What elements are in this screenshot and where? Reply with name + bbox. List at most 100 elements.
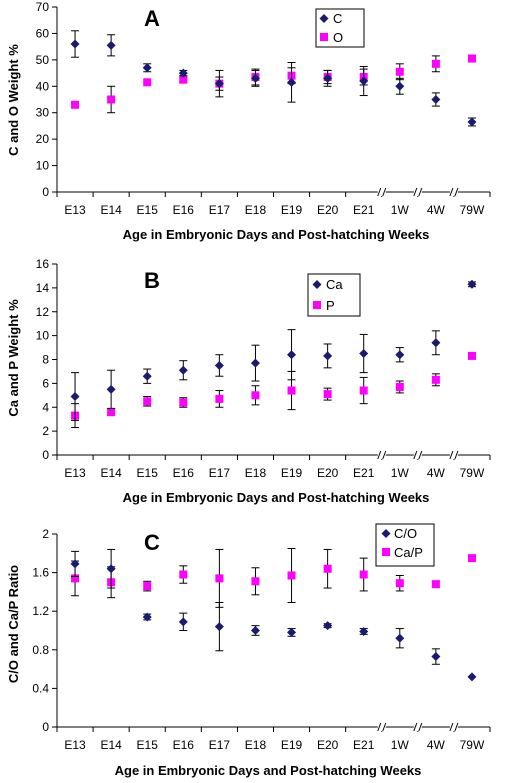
legend-label-series-2-a: O [333,30,343,45]
data-point-diamond-b [250,358,260,368]
axis-break-mark-a [454,187,459,197]
axis-break-gap-c [413,723,422,731]
data-point-square-c [287,571,296,580]
axis-break-mark-c [449,722,454,732]
data-point-diamond-c [142,612,152,622]
data-point-diamond-a [70,39,80,49]
data-point-diamond-b [395,350,405,360]
x-tick-label-a: 4W [427,203,446,217]
data-point-diamond-a [395,81,405,91]
x-tick-label-b: E16 [173,466,195,480]
chart-panel-b: B Ca and P Weight % Age in Embryonic Day… [6,257,491,505]
data-point-square-a [71,100,80,109]
y-tick-label-c: 1.6 [32,566,49,580]
x-tick-label-a: E16 [173,203,195,217]
legend-label-series-1-c: C/O [394,526,417,541]
x-tick-label-c: E15 [137,738,159,752]
data-point-diamond-a [106,40,116,50]
y-axis-title-b: Ca and P Weight % [6,299,21,417]
data-point-square-a [107,95,116,104]
data-point-diamond-b [359,349,369,359]
y-tick-label-a: 50 [36,53,50,67]
data-point-square-a [467,54,476,63]
data-point-diamond-a [142,63,152,73]
axis-break-gap-b [377,451,386,459]
x-tick-label-c: E20 [317,738,339,752]
x-tick-label-b: E15 [137,466,159,480]
data-point-diamond-a [323,73,333,83]
axis-break-mark-b [454,450,459,460]
y-axis-title-a: C and O Weight % [6,44,21,156]
x-tick-label-a: 79W [460,203,485,217]
axis-break-gap-a [449,188,458,196]
data-point-square-a [143,78,152,87]
axis-break-mark-b [382,450,387,460]
axis-break-mark-a [418,187,423,197]
data-point-square-c [251,577,260,586]
x-tick-label-a: 1W [391,203,410,217]
axis-break-gap-c [377,723,386,731]
x-tick-label-a: E18 [245,203,267,217]
x-tick-label-b: 79W [460,466,485,480]
data-point-diamond-b [70,392,80,402]
data-point-diamond-b [287,350,297,360]
axis-break-mark-b [418,450,423,460]
axis-break-mark-c [377,722,382,732]
panel-letter-c: C [144,530,160,555]
y-tick-label-b: 14 [36,281,50,295]
x-tick-label-b: E17 [209,466,231,480]
y-tick-label-b: 0 [42,448,49,462]
y-tick-label-a: 30 [36,106,50,120]
data-point-diamond-c [323,621,333,631]
data-point-square-c [359,570,368,579]
data-point-diamond-b [178,365,188,375]
y-tick-label-b: 12 [36,305,50,319]
data-point-square-b [179,398,188,407]
axis-break-mark-c [382,722,387,732]
x-tick-label-c: E18 [245,738,267,752]
legend-marker-diamond-c [381,529,391,538]
x-tick-label-c: 79W [460,738,485,752]
axis-break-gap-a [413,188,422,196]
x-tick-label-a: E15 [137,203,159,217]
axis-break-mark-a [382,187,387,197]
legend-marker-square-b [313,301,321,309]
data-point-square-b [323,390,332,399]
y-tick-label-b: 4 [42,400,49,414]
axis-break-mark-b [377,450,382,460]
data-point-square-c [215,574,224,583]
x-tick-label-c: E14 [100,738,122,752]
y-tick-label-b: 8 [42,353,49,367]
x-tick-label-b: 4W [427,466,446,480]
y-tick-label-c: 0.8 [32,643,49,657]
data-point-square-c [467,554,476,563]
data-point-square-b [431,375,440,384]
x-tick-label-c: E21 [353,738,375,752]
data-point-square-c [323,564,332,573]
data-point-diamond-a [431,95,441,104]
axis-break-mark-a [377,187,382,197]
data-point-diamond-c [106,564,116,574]
data-point-square-c [395,579,404,588]
data-point-square-c [431,580,440,589]
y-tick-label-c: 0 [42,720,49,734]
data-point-diamond-c [178,617,188,627]
x-tick-label-c: 1W [391,738,410,752]
data-point-diamond-c [250,626,260,635]
x-tick-label-c: E13 [64,738,86,752]
panel-letter-a: A [144,6,160,31]
data-point-square-c [143,582,152,591]
y-tick-label-a: 20 [36,132,50,146]
y-tick-label-a: 10 [36,159,50,173]
y-tick-label-c: 0.4 [32,681,49,695]
data-point-diamond-a [250,73,260,83]
x-tick-label-b: E13 [64,466,86,480]
x-tick-label-a: E19 [281,203,303,217]
x-tick-label-b: E14 [100,466,122,480]
panel-letter-b: B [144,268,160,293]
x-tick-label-b: E18 [245,466,267,480]
data-point-diamond-b [142,371,152,381]
legend-marker-diamond-a [319,14,329,23]
axis-break-gap-b [413,451,422,459]
